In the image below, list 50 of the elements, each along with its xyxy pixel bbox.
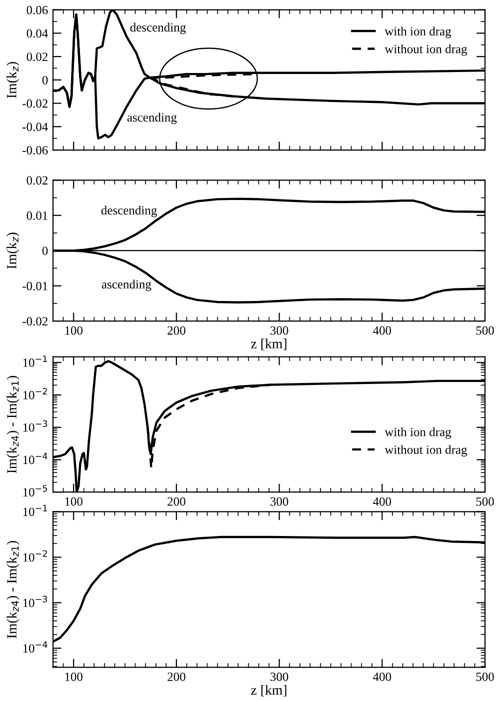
y-tick-label: 10$^{−1}$ (23, 504, 47, 516)
x-tick-label: 400 (373, 497, 392, 506)
y-tick-label: 0.06 (26, 6, 48, 14)
x-tick-label: 100 (65, 326, 82, 335)
legend-label: with ion drag (384, 427, 452, 439)
y-tick-label: -0.01 (22, 282, 48, 290)
y-tick-label: 0 (42, 76, 48, 84)
y-tick-label: 0.02 (26, 176, 48, 185)
y-tick-label: -0.06 (22, 146, 48, 155)
y-tick-label: 10$^{−4}$ (23, 641, 48, 653)
y-tick-label: -0.02 (22, 317, 48, 326)
x-tick-label: 300 (270, 497, 288, 506)
annotation: ascending (102, 280, 152, 292)
x-tick-label: 100 (65, 672, 82, 682)
x-tick-label: 200 (168, 497, 186, 506)
x-tick-label: 500 (476, 672, 494, 682)
legend-label: with ion drag (384, 26, 452, 38)
y-tick-label: 0.02 (26, 52, 48, 62)
y-tick-label: 10$^{−1}$ (23, 356, 47, 367)
y-tick-label: 10$^{−3}$ (23, 420, 48, 432)
x-tick-label: 100 (65, 497, 82, 506)
y-axis-title: Im(k$_{z}$) (6, 62, 20, 98)
x-tick-label: 200 (168, 672, 186, 682)
y-tick-label: 0 (42, 246, 48, 256)
y-tick-label: 10$^{−4}$ (23, 452, 48, 464)
y-tick-label: 10$^{−2}$ (23, 388, 47, 400)
x-tick-label: 300 (270, 672, 288, 682)
x-tick-label: 400 (373, 326, 392, 335)
annotation: descending (101, 206, 157, 218)
legend-label: without ion drag (384, 445, 468, 456)
x-tick-label: 300 (270, 326, 288, 335)
annotation: ascending (127, 112, 177, 124)
y-tick-label: 10$^{−5}$ (23, 485, 48, 496)
y-axis-title: Im(k$_{z4}$) - Im(k$_{z1}$) (6, 376, 20, 474)
y-tick-label: -0.04 (22, 122, 48, 132)
y-tick-label: 10$^{−2}$ (23, 550, 47, 562)
x-tick-label: 500 (476, 326, 494, 335)
y-axis-title: Im(k$_{z4}$) - Im(k$_{z1}$) (6, 540, 20, 638)
x-tick-label: 500 (476, 497, 494, 506)
annotation: descending (130, 22, 186, 34)
y-axis-title: Im(k$_{z}$) (6, 232, 20, 269)
y-tick-label: 0.04 (26, 29, 48, 38)
legend-label: without ion drag (384, 44, 468, 56)
x-axis-title: z [km] (251, 684, 286, 696)
x-axis-title: z [km] (251, 338, 286, 350)
x-tick-label: 400 (373, 672, 392, 682)
y-tick-label: 10$^{−3}$ (23, 596, 48, 608)
x-tick-label: 200 (168, 326, 186, 335)
y-tick-label: 0.01 (26, 211, 48, 220)
y-tick-label: -0.02 (22, 99, 48, 108)
